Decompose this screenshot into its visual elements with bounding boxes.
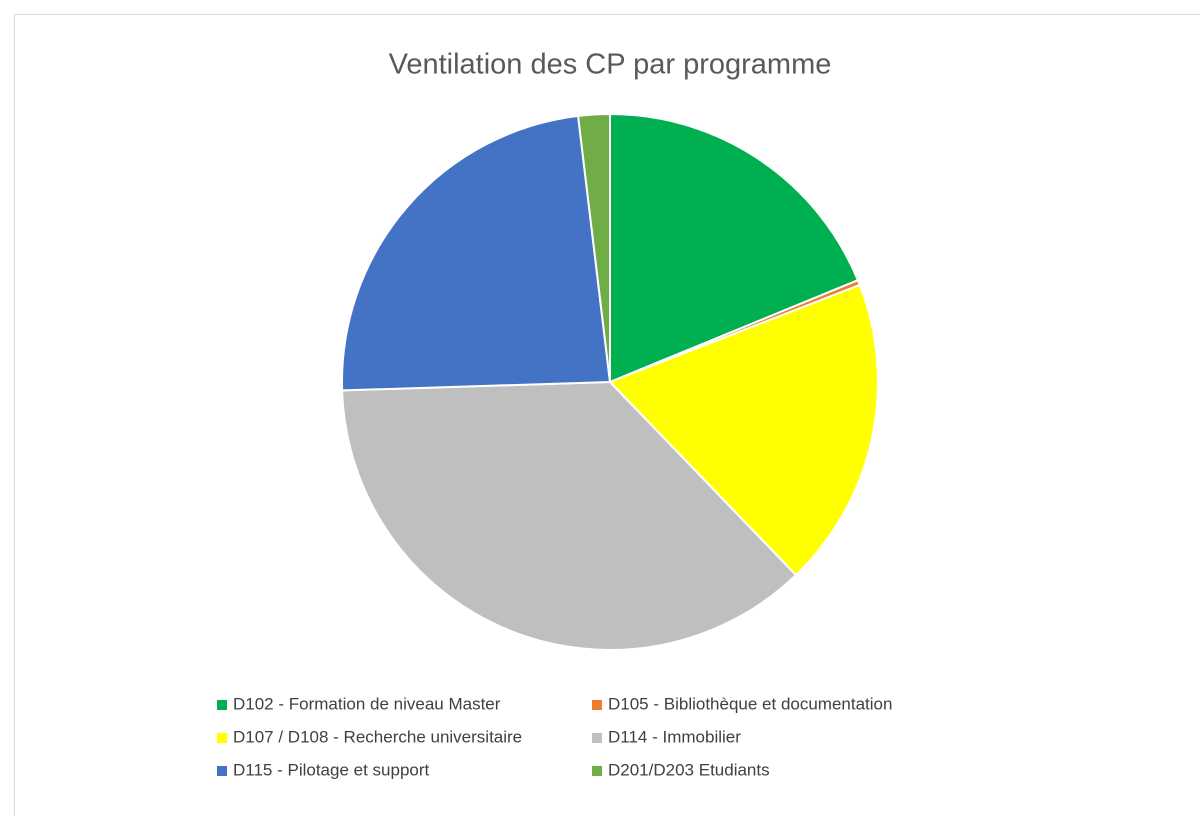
legend-swatch	[592, 700, 602, 710]
pie-slice	[609, 112, 860, 384]
legend-swatch	[217, 733, 227, 743]
legend-swatch	[592, 766, 602, 776]
legend-label: D114 - Immobilier	[608, 727, 741, 746]
pie-slice	[341, 114, 612, 392]
legend-label: D105 - Bibliothèque et documentation	[608, 694, 892, 713]
legend-swatch	[592, 733, 602, 743]
pie-slice	[576, 112, 611, 383]
legend-label: D115 - Pilotage et support	[233, 760, 430, 779]
legend-swatch	[217, 700, 227, 710]
chart-title: Ventilation des CP par programme	[389, 49, 832, 81]
pie-slice	[608, 283, 879, 577]
legend-label: D102 - Formation de niveau Master	[233, 694, 501, 713]
legend-swatch	[217, 766, 227, 776]
legend-label: D107 / D108 - Recherche universitaire	[233, 727, 522, 746]
legend-label: D201/D203 Etudiants	[608, 760, 770, 779]
pie-slice	[341, 380, 798, 651]
